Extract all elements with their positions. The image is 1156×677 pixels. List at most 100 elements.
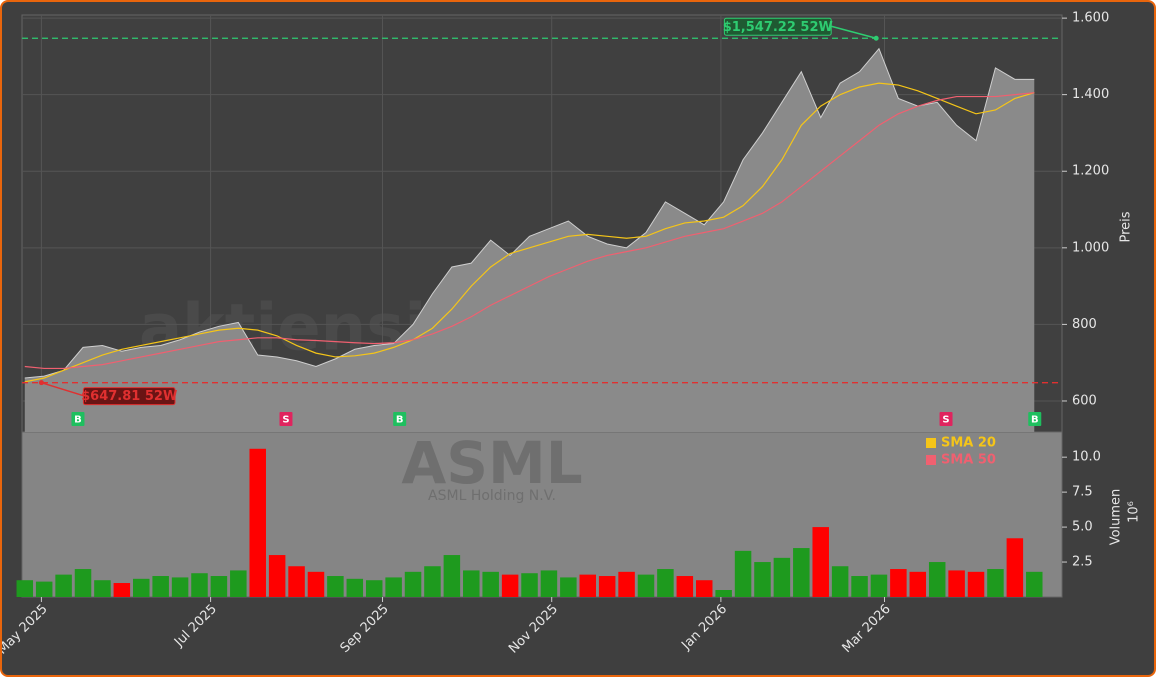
annotation-arrow	[41, 381, 84, 397]
volume-bar	[171, 577, 189, 597]
y-tick-label: 1.600	[1072, 11, 1109, 26]
x-tick-label: Jan 2026	[678, 602, 730, 654]
y-label: Volumen	[1109, 489, 1124, 546]
volume-bar	[327, 576, 344, 597]
legend-swatch	[926, 455, 936, 465]
signal-marker	[279, 412, 293, 426]
watermark-subtitle: ASML Holding N.V.	[428, 488, 556, 504]
x-tick-label: Nov 2025	[506, 602, 561, 657]
volume-bar	[909, 571, 927, 597]
annotation-box	[82, 387, 176, 406]
annotation-label: $647.81 52W	[81, 389, 177, 404]
volume-bar	[676, 576, 694, 597]
annotation-dot	[873, 35, 879, 41]
volume-bar	[268, 555, 286, 597]
volume-bar	[113, 583, 131, 597]
y-tick-label: 1.000	[1072, 240, 1109, 255]
volume-bar	[346, 578, 364, 597]
volume-bar	[365, 580, 383, 597]
volume-bar	[967, 571, 985, 597]
volume-bar	[404, 571, 422, 597]
volume-bar	[521, 573, 538, 597]
volume-bar	[191, 573, 208, 597]
volume-bar	[16, 580, 34, 597]
volume-bar	[715, 590, 732, 597]
volume-bar	[443, 555, 461, 597]
volume-bar	[870, 574, 888, 597]
volume-bar	[695, 580, 713, 597]
annotation-arrow	[830, 25, 877, 39]
y-tick-label: 5.0	[1072, 520, 1093, 535]
volume-bar	[560, 577, 577, 597]
x-tick-label: May 2025	[2, 602, 51, 658]
volume-bar	[890, 569, 907, 597]
volume-bar	[851, 576, 868, 597]
volume-bar	[793, 548, 810, 597]
signal-label: B	[74, 415, 82, 426]
volume-bar	[812, 527, 829, 597]
y-tick-label: 800	[1072, 317, 1097, 332]
volume-bar	[831, 566, 849, 597]
volume-bar	[307, 571, 325, 597]
volume-bar	[249, 448, 266, 597]
signal-marker	[71, 412, 85, 426]
annotation-label: $1,547.22 52W	[723, 20, 833, 35]
y-tick-label: 1.400	[1072, 87, 1109, 102]
volume-bar	[773, 557, 791, 597]
volume-bar	[618, 571, 635, 597]
volume-bar	[579, 574, 597, 597]
volume-bar	[55, 574, 72, 597]
volume-bar	[501, 574, 519, 597]
volume-bar	[463, 570, 480, 597]
price-line	[24, 47, 1035, 379]
x-tick-label: Jul 2025	[171, 602, 220, 651]
volume-bar	[1006, 538, 1024, 597]
legend-label: SMA 50	[941, 453, 996, 468]
y-exponent: 10⁶	[1127, 501, 1142, 523]
y-tick-label: 600	[1072, 393, 1097, 408]
signal-label: B	[1031, 415, 1039, 426]
volume-bar	[210, 576, 228, 597]
volume-bar	[987, 569, 1004, 597]
volume-bar	[74, 569, 92, 597]
volume-bar	[94, 580, 111, 597]
volume-bar	[657, 569, 674, 597]
annotation-dot	[38, 380, 44, 386]
volume-bar	[734, 550, 752, 597]
volume-bar	[540, 570, 558, 597]
y-tick-label: 7.5	[1072, 485, 1093, 500]
price-area	[24, 48, 1035, 433]
volume-bar	[598, 576, 616, 597]
y-tick-label: 2.5	[1072, 555, 1093, 570]
signal-marker	[939, 412, 953, 426]
signal-marker	[393, 412, 407, 426]
volume-bar	[35, 581, 53, 597]
signal-marker	[1028, 412, 1042, 426]
volume-bar	[754, 562, 771, 597]
legend-swatch	[926, 438, 936, 448]
signal-label: S	[942, 415, 949, 426]
signal-label: S	[282, 415, 289, 426]
y-tick-label: 1.200	[1072, 164, 1109, 179]
watermark-title: ASML	[401, 429, 582, 497]
y-label: Preis	[1119, 211, 1134, 242]
signal-label: B	[396, 415, 404, 426]
volume-bar	[1026, 571, 1043, 597]
x-tick-label: Sep 2025	[338, 602, 392, 656]
legend-label: SMA 20	[941, 436, 996, 451]
volume-bar	[637, 574, 655, 597]
volume-bar	[152, 576, 169, 597]
volume-bar	[288, 566, 305, 597]
sma-line	[24, 92, 1035, 370]
y-tick-label: 10.0	[1072, 450, 1101, 465]
volume-bar	[230, 570, 247, 597]
volume-bar	[133, 578, 150, 597]
volume-bar	[928, 562, 946, 597]
volume-bar	[482, 571, 499, 597]
sma-line	[24, 82, 1035, 383]
x-tick-label: Mar 2026	[840, 602, 894, 656]
volume-bar	[424, 566, 441, 597]
volume-bar	[385, 577, 402, 597]
